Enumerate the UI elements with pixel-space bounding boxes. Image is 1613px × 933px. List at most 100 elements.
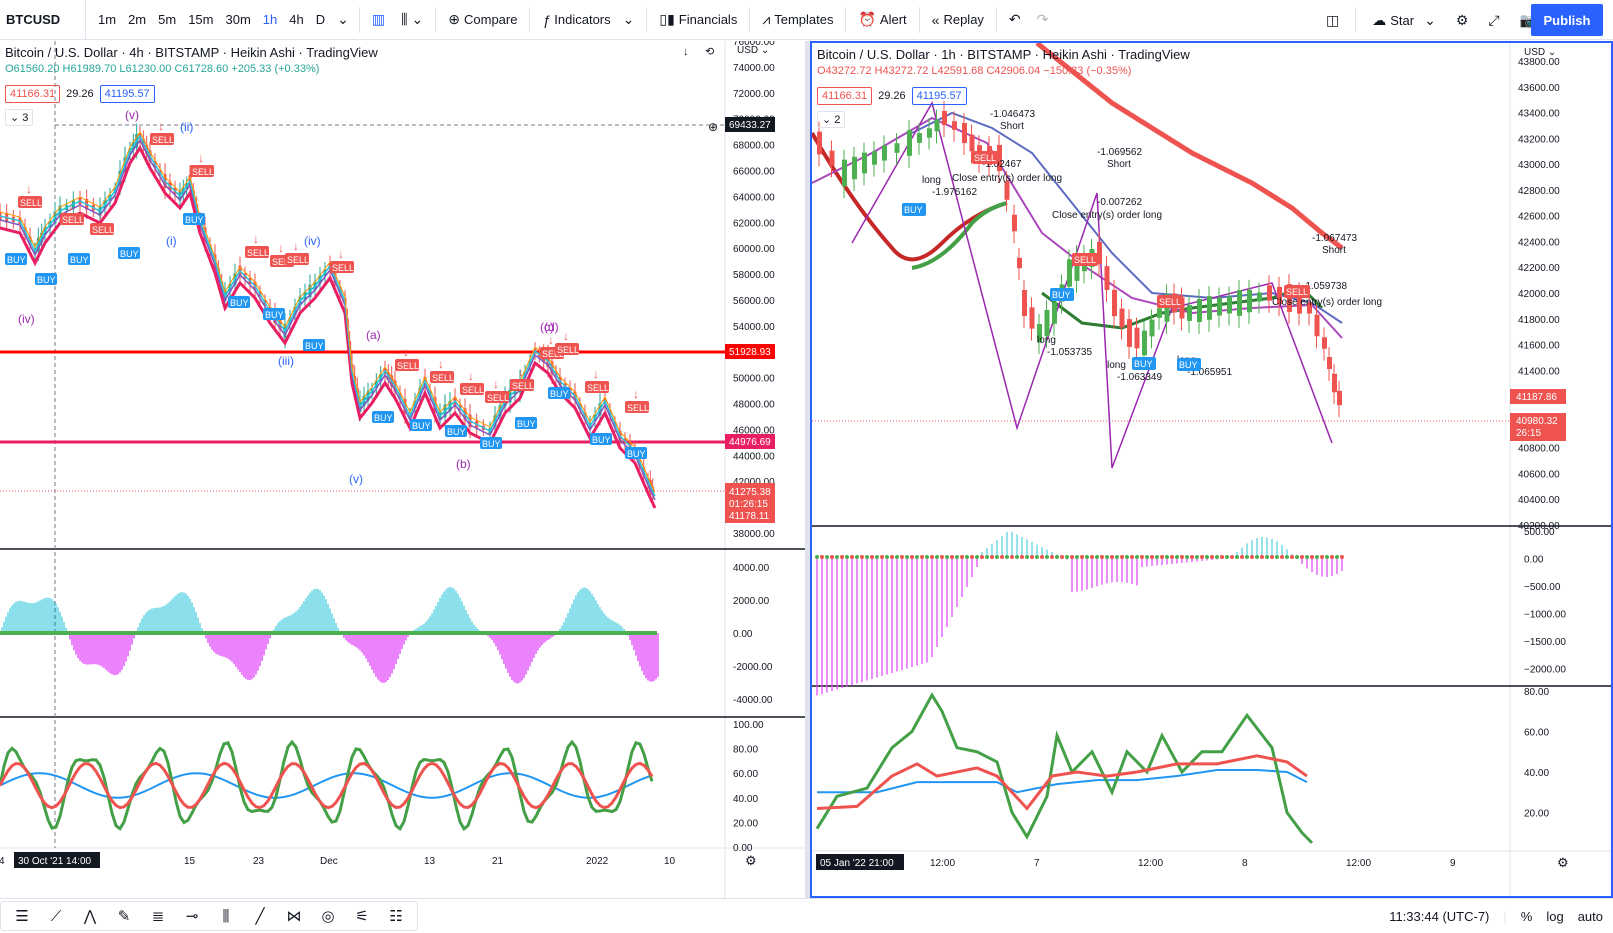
redo-button[interactable]: ↷ (1029, 0, 1057, 40)
horizontal-line-icon[interactable]: ⊸ (185, 908, 199, 925)
interval-15m[interactable]: 15m (188, 12, 214, 27)
star-button[interactable]: ☁ Star ⌄ (1364, 0, 1444, 40)
indicators-button[interactable]: ƒ Indicators ⌄ (534, 0, 642, 40)
top-toolbar: BTCUSD 1m 2m 5m 15m 30m 1h 4h D ⌄ ▥ ⫼ ⌄ ⊕ Compare… (0, 0, 1613, 40)
buy-price-pill[interactable]: 41195.57 (911, 87, 967, 105)
settings-list-icon[interactable]: ☷ (389, 908, 403, 925)
price-tick-label: 40800.00 (1518, 444, 1560, 455)
sell-label: SELL (587, 383, 609, 393)
signal-dot (1010, 555, 1014, 559)
annotation-text: Short (1000, 121, 1024, 132)
templates-button[interactable]: ⩘ Templates (754, 0, 841, 40)
interval-1h[interactable]: 1h (262, 12, 278, 27)
right-chart-panel[interactable]: 43800.00 43600.00 43400.00 43200.00 43000.00… (810, 41, 1613, 898)
settings-button[interactable]: ⚙ (1448, 0, 1477, 40)
undo-button[interactable]: ↶ (1001, 0, 1029, 40)
percent-toggle[interactable]: % (1520, 908, 1533, 924)
log-toggle[interactable]: log (1546, 908, 1564, 924)
compare-button[interactable]: ⊕ Compare (440, 0, 525, 40)
signal-dot (1215, 555, 1219, 559)
ohlc-low: L61230.00 (119, 63, 172, 75)
price-tag-bg (1510, 413, 1566, 441)
pitchfork-icon[interactable]: ⋀ (83, 908, 97, 925)
buy-label: BUY (185, 215, 204, 225)
right-bid-ask: 41166.31 29.26 41195.57 (817, 87, 967, 105)
price-tick-label: 43000.00 (1518, 160, 1560, 171)
price-tick-label: 40600.00 (1518, 469, 1560, 480)
publish-button[interactable]: Publish (1531, 4, 1603, 36)
bar-style-icon[interactable]: ▥ (371, 11, 386, 27)
candle-body (1074, 255, 1080, 281)
ray-icon[interactable]: ╱ (255, 908, 265, 925)
indicator-collapse[interactable]: ⌄ 2 (817, 111, 846, 128)
wave-label: (v) (349, 472, 363, 486)
trend-angle-icon[interactable]: ⟋ (50, 907, 62, 925)
separator (1355, 7, 1357, 33)
right-chart-canvas[interactable]: 43800.00 43600.00 43400.00 43200.00 43000.00… (812, 43, 1611, 896)
candle-body (882, 145, 887, 161)
time-tick-label: 10 (664, 856, 676, 867)
signal-dot (1040, 555, 1044, 559)
signal-dot (1055, 555, 1059, 559)
plus-icon: ⊕ (708, 120, 718, 134)
price-tick-label: 68000.00 (733, 141, 775, 152)
spread-value: 29.26 (878, 90, 906, 102)
signal-dot (1100, 555, 1104, 559)
indicator-collapse[interactable]: ⌄ 3 (5, 109, 34, 126)
interval-D[interactable]: D (315, 12, 326, 27)
price-tick-label: 42000.00 (1518, 289, 1560, 300)
brush-icon[interactable]: ✎ (117, 908, 131, 925)
crosshair-price-tag: 69433.27 (729, 120, 771, 131)
separator (529, 6, 531, 33)
symbol-search[interactable]: BTCUSD (0, 0, 86, 40)
menu-icon[interactable]: ☰ (15, 908, 29, 925)
candle-body (1197, 298, 1202, 323)
sell-price-pill[interactable]: 41166.31 (817, 87, 873, 105)
clock-time[interactable]: 11:33:44 (UTC-7) (1389, 908, 1490, 924)
layout-icon: ◫ (1326, 11, 1340, 28)
pane-divider[interactable] (805, 41, 810, 898)
bars-pattern-icon[interactable]: ⫼ (222, 907, 230, 925)
time-tick-label: 15 (184, 856, 196, 867)
auto-toggle[interactable]: auto (1577, 908, 1603, 924)
signal-dot (905, 555, 909, 559)
sell-marker (330, 261, 354, 273)
fib-icon[interactable]: ≣ (151, 908, 165, 925)
annotation-text: Close entry(s) order long (1052, 210, 1162, 221)
interval-1m[interactable]: 1m (98, 12, 117, 27)
price-tick-label: 76000.00 (733, 41, 775, 48)
interval-5m[interactable]: 5m (158, 12, 177, 27)
cycle-icon[interactable]: ◎ (321, 908, 335, 925)
signal-dot (1315, 555, 1319, 559)
buy-label: BUY (230, 298, 249, 308)
sliders-icon[interactable]: ⚟ (355, 908, 369, 925)
time-tick-label: 7 (1034, 858, 1040, 869)
candle-body (1207, 296, 1212, 320)
signal-dot (1335, 555, 1339, 559)
fullscreen-button[interactable]: ⤢ (1480, 0, 1507, 40)
candle-body (1267, 285, 1272, 301)
signal-dot (850, 555, 854, 559)
sell-marker (90, 223, 114, 235)
layout-button[interactable]: ◫ (1318, 0, 1347, 40)
ma-red-short (812, 132, 1008, 262)
interval-4h[interactable]: 4h (289, 12, 304, 27)
xabcd-pattern-icon[interactable]: ⋈ (286, 908, 302, 925)
interval-2m[interactable]: 2m (128, 12, 147, 27)
signal-dot (1120, 555, 1124, 559)
left-chart-panel[interactable]: 76000.0074000.0072000.0070000.0068000.00… (0, 41, 805, 898)
price-tick-label: 60000.00 (733, 244, 775, 255)
financials-button[interactable]: ▯▮ Financials (651, 0, 745, 40)
buy-price-pill[interactable]: 41195.57 (99, 85, 155, 103)
chart-type-button[interactable]: ⫼ ⌄ (401, 11, 424, 27)
sell-label: SELL (247, 248, 269, 258)
signal-dot (1070, 555, 1074, 559)
sell-marker (1284, 285, 1310, 298)
chevron-down-icon[interactable]: ⌄ (337, 11, 349, 27)
alert-button[interactable]: ⏰ Alert (850, 0, 914, 40)
resistance-price-tag: 51928.93 (729, 347, 771, 358)
interval-30m[interactable]: 30m (225, 12, 251, 27)
left-chart-canvas[interactable]: 76000.0074000.0072000.0070000.0068000.00… (0, 41, 805, 898)
replay-button[interactable]: «Replay (924, 0, 992, 40)
sell-price-pill[interactable]: 41166.31 (5, 85, 61, 103)
